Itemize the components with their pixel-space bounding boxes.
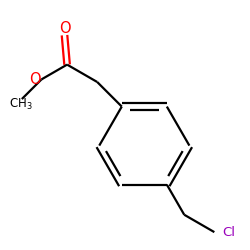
Text: O: O	[59, 21, 70, 36]
Text: CH$_3$: CH$_3$	[9, 97, 32, 112]
Text: Cl: Cl	[222, 226, 235, 238]
Text: O: O	[29, 72, 41, 87]
